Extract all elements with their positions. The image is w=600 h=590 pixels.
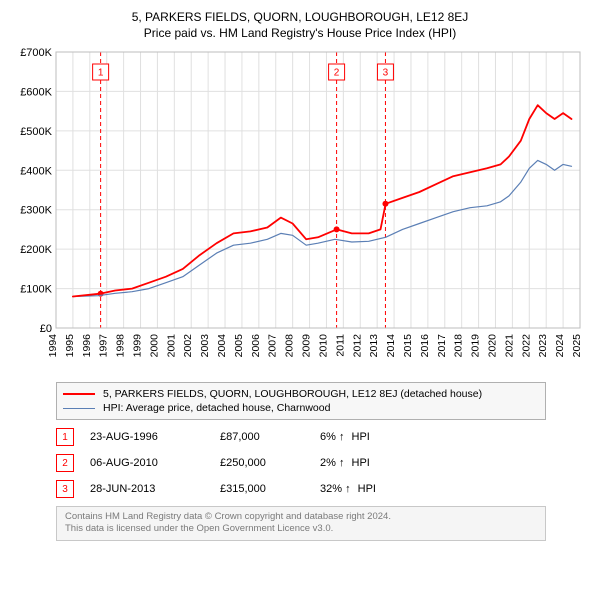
arrow-up-icon: ↑	[339, 457, 345, 469]
event-pct-suffix: HPI	[358, 483, 376, 495]
svg-text:2014: 2014	[385, 334, 397, 358]
svg-text:2021: 2021	[503, 334, 515, 358]
svg-text:2015: 2015	[402, 334, 414, 358]
svg-text:£500K: £500K	[20, 126, 52, 138]
legend-label: 5, PARKERS FIELDS, QUORN, LOUGHBOROUGH, …	[103, 388, 482, 400]
svg-text:2012: 2012	[351, 334, 363, 358]
chart-titles: 5, PARKERS FIELDS, QUORN, LOUGHBOROUGH, …	[10, 10, 590, 40]
svg-text:1: 1	[98, 68, 104, 79]
legend-item: HPI: Average price, detached house, Char…	[63, 401, 539, 415]
event-date: 28-JUN-2013	[90, 483, 220, 495]
svg-text:2017: 2017	[436, 334, 448, 358]
event-row: 1 23-AUG-1996 £87,000 6% ↑ HPI	[56, 424, 546, 450]
footer-line: Contains HM Land Registry data © Crown c…	[65, 511, 537, 523]
chart-title-sub: Price paid vs. HM Land Registry's House …	[10, 26, 590, 40]
event-table: 1 23-AUG-1996 £87,000 6% ↑ HPI 2 06-AUG-…	[56, 424, 546, 502]
event-row: 2 06-AUG-2010 £250,000 2% ↑ HPI	[56, 450, 546, 476]
event-row: 3 28-JUN-2013 £315,000 32% ↑ HPI	[56, 476, 546, 502]
svg-text:2013: 2013	[368, 334, 380, 358]
legend-swatch	[63, 408, 95, 409]
event-pct-suffix: HPI	[352, 457, 370, 469]
event-marker-box: 2	[56, 454, 74, 472]
svg-text:1997: 1997	[98, 334, 110, 358]
svg-text:2007: 2007	[267, 334, 279, 358]
legend: 5, PARKERS FIELDS, QUORN, LOUGHBOROUGH, …	[56, 382, 546, 420]
svg-text:2: 2	[334, 68, 340, 79]
footer-line: This data is licensed under the Open Gov…	[65, 523, 537, 535]
attribution-footer: Contains HM Land Registry data © Crown c…	[56, 506, 546, 541]
svg-text:2002: 2002	[182, 334, 194, 358]
event-pct-value: 32%	[320, 483, 342, 495]
event-pct: 6% ↑ HPI	[320, 431, 400, 443]
event-marker-box: 3	[56, 480, 74, 498]
event-pct: 32% ↑ HPI	[320, 483, 400, 495]
svg-text:2018: 2018	[453, 334, 465, 358]
legend-swatch	[63, 393, 95, 395]
svg-text:3: 3	[383, 68, 389, 79]
svg-text:2008: 2008	[284, 334, 296, 358]
svg-text:2004: 2004	[216, 334, 228, 358]
svg-text:2011: 2011	[334, 334, 346, 357]
svg-text:2022: 2022	[520, 334, 532, 358]
event-price: £87,000	[220, 431, 320, 443]
event-pct-value: 6%	[320, 431, 336, 443]
event-date: 06-AUG-2010	[90, 457, 220, 469]
event-price: £315,000	[220, 483, 320, 495]
event-price: £250,000	[220, 457, 320, 469]
svg-text:2024: 2024	[554, 334, 566, 358]
svg-text:2001: 2001	[165, 334, 177, 358]
event-marker-num: 2	[62, 458, 68, 469]
svg-text:2005: 2005	[233, 334, 245, 358]
arrow-up-icon: ↑	[345, 483, 351, 495]
svg-text:2009: 2009	[301, 334, 313, 358]
chart-svg: £0 £100K £200K £300K £400K £500K £600K £700K 199…	[10, 46, 590, 376]
event-pct-suffix: HPI	[352, 431, 370, 443]
event-marker-num: 3	[62, 484, 68, 495]
event-pct-value: 2%	[320, 457, 336, 469]
page: 5, PARKERS FIELDS, QUORN, LOUGHBOROUGH, …	[0, 0, 600, 590]
svg-text:2020: 2020	[486, 334, 498, 358]
svg-text:1995: 1995	[64, 334, 76, 358]
svg-text:2019: 2019	[470, 334, 482, 358]
svg-text:£100K: £100K	[20, 284, 52, 296]
event-date: 23-AUG-1996	[90, 431, 220, 443]
svg-text:2000: 2000	[148, 334, 160, 358]
svg-text:£200K: £200K	[20, 244, 52, 256]
legend-label: HPI: Average price, detached house, Char…	[103, 402, 330, 414]
svg-text:2023: 2023	[537, 334, 549, 358]
legend-item: 5, PARKERS FIELDS, QUORN, LOUGHBOROUGH, …	[63, 387, 539, 401]
svg-text:1996: 1996	[81, 334, 93, 358]
svg-text:£0: £0	[40, 323, 52, 335]
svg-text:2006: 2006	[250, 334, 262, 358]
svg-text:2010: 2010	[317, 334, 329, 358]
chart-title-address: 5, PARKERS FIELDS, QUORN, LOUGHBOROUGH, …	[10, 10, 590, 24]
svg-text:2003: 2003	[199, 334, 211, 358]
event-marker-box: 1	[56, 428, 74, 446]
svg-text:£300K: £300K	[20, 205, 52, 217]
svg-text:2025: 2025	[571, 334, 583, 358]
svg-text:1999: 1999	[132, 334, 144, 358]
chart-area: £0 £100K £200K £300K £400K £500K £600K £700K 199…	[10, 46, 590, 376]
event-pct: 2% ↑ HPI	[320, 457, 400, 469]
event-marker-num: 1	[62, 432, 68, 443]
svg-text:1994: 1994	[47, 334, 59, 358]
svg-text:£700K: £700K	[20, 47, 52, 59]
svg-text:£600K: £600K	[20, 86, 52, 98]
svg-text:£400K: £400K	[20, 165, 52, 177]
svg-text:2016: 2016	[419, 334, 431, 358]
svg-text:1998: 1998	[115, 334, 127, 358]
arrow-up-icon: ↑	[339, 431, 345, 443]
